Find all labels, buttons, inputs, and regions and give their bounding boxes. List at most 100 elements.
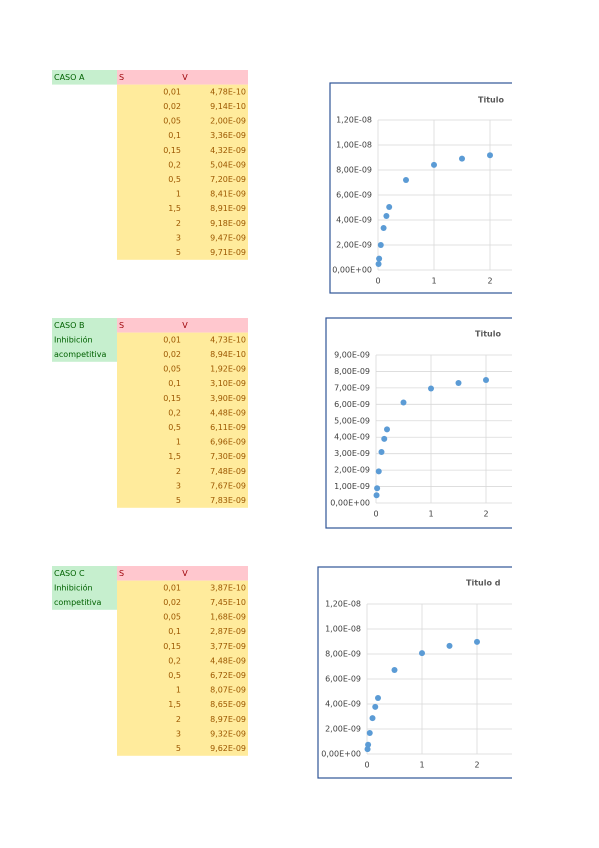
case-label: competitiva xyxy=(54,598,102,607)
y-tick-label: 3,00E-09 xyxy=(334,449,370,458)
chart: Titulo 0,00E+00 2,00E-09 4,00E-09 6,00E-09 8,… xyxy=(329,82,549,294)
cell-v: 4,48E-09 xyxy=(210,408,246,417)
cell-s: 1 xyxy=(176,438,181,447)
cell-s: 3 xyxy=(176,729,181,738)
label-bg xyxy=(52,566,117,610)
case-label: Inhibición xyxy=(54,582,93,592)
cell-v: 4,73E-10 xyxy=(210,335,246,344)
x-tick-label: 0 xyxy=(375,277,380,286)
y-tick-label: 0,00E+00 xyxy=(321,750,361,759)
y-tick-label: 2,00E-09 xyxy=(325,725,361,734)
point xyxy=(375,695,381,701)
cell-s: 0,02 xyxy=(163,102,181,111)
point xyxy=(459,155,465,162)
chart-title: Titulo xyxy=(475,330,501,339)
x-tick-label: 2 xyxy=(474,761,479,770)
cell-v: 7,30E-09 xyxy=(210,452,246,461)
cell-s: 1,5 xyxy=(168,452,181,461)
cell-s: 3 xyxy=(176,233,181,242)
cell-v: 9,18E-09 xyxy=(210,219,246,228)
y-tick-label: 6,00E-09 xyxy=(325,675,361,684)
point xyxy=(487,152,493,159)
y-tick-label: 0,00E+00 xyxy=(332,266,372,275)
x-tick-label: 0 xyxy=(364,761,369,770)
chart-frame xyxy=(329,82,512,294)
header-s: S xyxy=(119,73,124,82)
cell-v: 7,45E-10 xyxy=(210,598,246,607)
cell-v: 7,48E-09 xyxy=(210,467,246,476)
point xyxy=(381,435,388,442)
cell-s: 1 xyxy=(176,686,181,695)
cell-s: 1 xyxy=(176,190,181,199)
case-label: CASO B xyxy=(54,321,84,330)
header-bg xyxy=(117,70,248,85)
cell-v: 2,00E-09 xyxy=(210,117,246,126)
y-tick-label: 1,00E-08 xyxy=(336,141,372,150)
y-tick-label: 1,00E-09 xyxy=(334,482,370,491)
cell-v: 8,91E-09 xyxy=(210,204,246,213)
chart: Titulo 0,00E+00 1,00E-09 2,00E-09 3,00E-09 4,… xyxy=(325,317,512,529)
header-bg xyxy=(117,318,248,333)
cell-v: 6,11E-09 xyxy=(210,423,246,432)
point xyxy=(377,242,384,248)
cell-v: 4,78E-10 xyxy=(210,87,246,96)
cell-s: 0,01 xyxy=(163,335,181,344)
point xyxy=(403,177,409,183)
point xyxy=(384,426,390,433)
cell-v: 3,90E-09 xyxy=(210,394,246,403)
cell-s: 0,2 xyxy=(168,408,181,417)
y-tick-label: 8,00E-09 xyxy=(325,650,361,659)
cell-s: 2 xyxy=(176,219,181,228)
x-tick-label: 2 xyxy=(487,277,492,286)
cell-v: 8,94E-10 xyxy=(210,350,246,359)
cell-v: 3,87E-10 xyxy=(210,583,246,592)
y-tick-label: 9,00E-09 xyxy=(334,351,370,360)
cell-s: 0,01 xyxy=(163,87,181,96)
cell-v: 3,77E-09 xyxy=(210,642,246,651)
cell-v: 1,92E-09 xyxy=(210,365,246,374)
header-bg xyxy=(117,566,248,581)
cell-v: 6,96E-09 xyxy=(210,438,246,447)
case-label: Inhibición xyxy=(54,334,93,344)
point xyxy=(446,642,453,649)
point xyxy=(383,213,390,219)
data-bg xyxy=(117,580,248,756)
cell-s: 2 xyxy=(176,715,181,724)
chart-frame xyxy=(317,566,512,779)
header-v: V xyxy=(182,569,188,578)
cell-s: 0,05 xyxy=(163,365,181,374)
cell-s: 5 xyxy=(176,248,181,257)
cell-s: 0,1 xyxy=(168,627,181,636)
cell-v: 9,47E-09 xyxy=(210,233,246,242)
point xyxy=(483,376,489,383)
data-bg xyxy=(117,84,248,260)
y-tick-label: 6,00E-09 xyxy=(336,191,372,200)
x-tick-label: 1 xyxy=(431,277,436,286)
y-tick-label: 8,00E-09 xyxy=(334,367,370,376)
header-v: V xyxy=(182,73,188,82)
y-tick-label: 6,00E-09 xyxy=(334,400,370,409)
case-label: acompetitiva xyxy=(54,350,106,359)
point xyxy=(428,385,434,392)
cell-s: 1,5 xyxy=(168,700,181,709)
cell-v: 9,14E-10 xyxy=(210,102,246,111)
y-tick-label: 0,00E+00 xyxy=(330,499,370,508)
header-s: S xyxy=(119,321,124,330)
y-tick-label: 4,00E-09 xyxy=(325,700,361,709)
label-bg xyxy=(52,318,117,362)
cell-s: 0,02 xyxy=(163,598,181,607)
cell-s: 5 xyxy=(176,744,181,753)
point xyxy=(543,149,549,155)
cell-v: 7,20E-09 xyxy=(210,175,246,184)
cell-s: 0,1 xyxy=(168,131,181,140)
cell-s: 0,15 xyxy=(163,642,181,651)
cell-s: 0,15 xyxy=(163,146,181,155)
point xyxy=(375,261,382,268)
cell-s: 1,5 xyxy=(168,204,181,213)
chart: Titulo d 0,00E+00 2,00E-09 4,00E-09 6,00E-09… xyxy=(317,566,512,779)
point xyxy=(378,449,385,456)
cell-s: 0,5 xyxy=(168,671,181,680)
cell-v: 9,62E-09 xyxy=(210,744,246,753)
y-tick-label: 8,00E-09 xyxy=(336,166,372,175)
